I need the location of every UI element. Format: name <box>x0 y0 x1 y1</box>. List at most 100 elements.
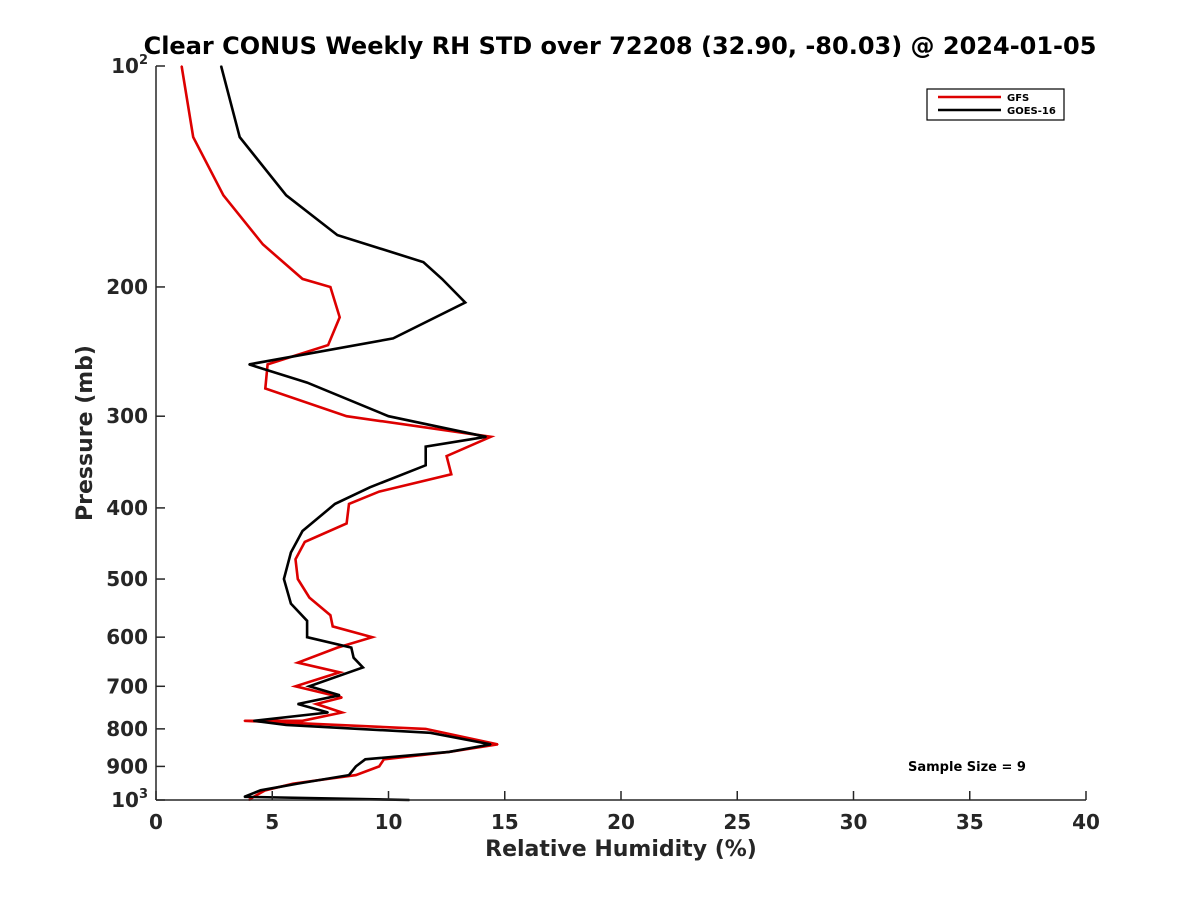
data-point-gfs <box>315 703 318 705</box>
y-tick-exponent: 2 <box>139 53 148 68</box>
data-point-goes16 <box>441 278 443 280</box>
data-point-gfs <box>348 503 350 505</box>
series-layer <box>180 65 499 802</box>
data-point-goes16 <box>290 602 292 605</box>
data-point-gfs <box>301 720 304 722</box>
data-point-goes16 <box>301 530 304 532</box>
data-point-gfs <box>424 728 427 730</box>
data-point-goes16 <box>348 774 350 776</box>
data-point-gfs <box>308 596 311 599</box>
data-point-goes16 <box>306 381 308 384</box>
data-point-goes16 <box>362 666 364 669</box>
data-point-goes16 <box>306 636 308 638</box>
y-tick-label: 500 <box>106 567 148 591</box>
x-axis-label: Relative Humidity (%) <box>485 837 757 862</box>
y-tick-exponent: 3 <box>139 787 148 802</box>
y-axis-label: Pressure (mb) <box>73 345 98 521</box>
data-point-goes16 <box>448 751 450 753</box>
data-point-gfs <box>327 344 329 346</box>
data-point-goes16 <box>464 301 467 304</box>
data-point-gfs <box>329 614 332 616</box>
data-point-gfs <box>378 490 381 493</box>
data-point-goes16 <box>259 789 262 792</box>
data-point-goes16 <box>334 503 336 505</box>
data-point-gfs <box>243 720 246 722</box>
data-point-goes16 <box>424 464 427 467</box>
data-point-goes16 <box>355 765 357 768</box>
y-tick-label: 300 <box>106 404 148 428</box>
data-point-gfs <box>355 774 357 776</box>
data-point-gfs <box>297 578 299 580</box>
y-tick-label: 800 <box>106 717 148 741</box>
data-point-gfs <box>180 65 183 67</box>
data-point-goes16 <box>285 724 288 726</box>
data-point-goes16 <box>369 486 371 489</box>
data-point-goes16 <box>336 234 339 236</box>
data-point-goes16 <box>429 732 432 734</box>
data-point-gfs <box>329 286 332 288</box>
y-tick-label: 103 <box>111 787 148 812</box>
y-tick-label: 400 <box>106 496 148 520</box>
data-point-goes16 <box>350 646 353 649</box>
data-point-gfs <box>262 243 264 246</box>
x-tick-label: 25 <box>723 810 751 834</box>
x-ticks: 0 5 10 15 20 25 30 35 40 <box>149 791 1100 834</box>
data-point-gfs <box>192 136 194 138</box>
data-point-goes16 <box>422 261 425 263</box>
data-point-gfs <box>304 541 306 543</box>
data-point-goes16 <box>285 194 288 197</box>
data-point-gfs <box>490 436 492 438</box>
data-point-goes16 <box>238 136 241 138</box>
data-point-gfs <box>294 558 297 561</box>
data-point-goes16 <box>306 620 308 622</box>
x-tick-label: 0 <box>149 810 163 834</box>
data-point-gfs <box>222 194 225 197</box>
y-tick-base: 10 <box>111 54 139 78</box>
data-point-gfs <box>266 363 269 366</box>
chart-title: Clear CONUS Weekly RH STD over 72208 (32… <box>144 32 1097 60</box>
data-point-gfs <box>294 685 297 688</box>
data-point-gfs <box>336 646 339 649</box>
data-point-gfs <box>301 278 304 280</box>
x-tick-label: 35 <box>956 810 984 834</box>
x-tick-label: 15 <box>491 810 519 834</box>
legend-box <box>926 88 1065 121</box>
plot-area: 0 5 10 15 20 25 30 35 40 10220030040050060070080… <box>106 53 1100 834</box>
data-point-goes16 <box>392 337 394 340</box>
y-tick-label: 900 <box>106 754 148 778</box>
data-point-goes16 <box>283 578 285 580</box>
data-point-gfs <box>331 625 334 628</box>
data-point-gfs <box>297 661 299 664</box>
plot-background <box>156 66 1086 800</box>
data-point-goes16 <box>352 656 355 659</box>
y-tick-label: 102 <box>111 53 148 78</box>
data-point-gfs <box>341 696 343 699</box>
data-point-gfs <box>338 671 341 674</box>
data-point-goes16 <box>364 758 367 761</box>
data-point-goes16 <box>485 436 487 438</box>
y-tick-base: 10 <box>111 788 139 812</box>
data-point-goes16 <box>308 685 311 688</box>
data-point-gfs <box>341 711 343 714</box>
data-point-gfs <box>450 473 453 476</box>
data-point-goes16 <box>297 782 299 785</box>
data-point-goes16 <box>297 703 299 705</box>
x-tick-label: 20 <box>607 810 635 834</box>
data-point-goes16 <box>490 743 492 746</box>
data-point-goes16 <box>338 694 341 697</box>
data-point-gfs <box>445 455 448 457</box>
x-tick-label: 10 <box>375 810 403 834</box>
legend-label-goes16: GOES-16 <box>1007 106 1056 117</box>
data-point-goes16 <box>248 363 250 366</box>
data-point-goes16 <box>220 65 222 67</box>
data-point-goes16 <box>387 415 390 418</box>
y-tick-label: 700 <box>106 674 148 698</box>
x-tick-label: 5 <box>265 810 279 834</box>
data-point-goes16 <box>290 551 292 554</box>
data-point-gfs <box>345 522 348 525</box>
data-point-gfs <box>497 743 499 746</box>
data-point-gfs <box>371 636 374 638</box>
data-point-goes16 <box>424 445 427 448</box>
x-tick-label: 30 <box>840 810 868 834</box>
